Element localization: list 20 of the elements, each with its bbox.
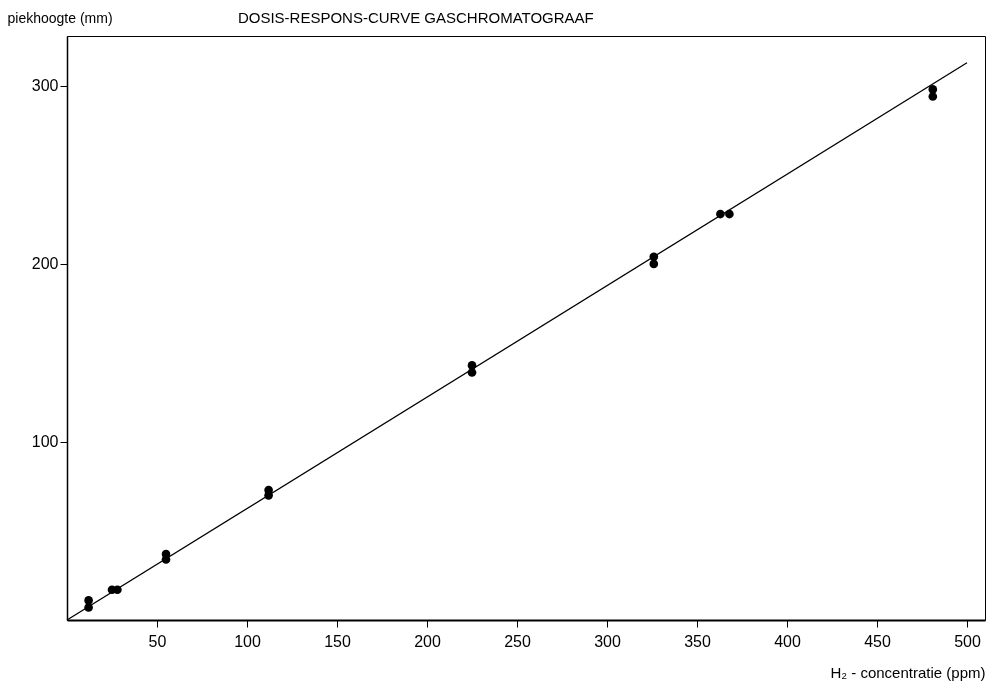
point	[84, 596, 93, 605]
point	[649, 259, 659, 269]
y-tick-label: 200	[31, 255, 59, 273]
y-axis-title: piekhoogte (mm)	[7, 9, 113, 26]
y-tick-label: 100	[31, 433, 59, 451]
chart-title: DOSIS-RESPONS-CURVE GASCHROMATOGRAAF	[237, 9, 594, 26]
x-tick-label: 250	[504, 632, 531, 650]
x-tick-label: 300	[594, 632, 621, 650]
x-tick-label: 400	[774, 632, 801, 650]
x-tick-label: 200	[414, 632, 441, 650]
x-tick-label: 350	[684, 632, 711, 650]
x-tick-label: 150	[324, 632, 351, 650]
x-tick-label: 100	[234, 632, 261, 650]
y-tick-label: 300	[31, 77, 59, 95]
x-axis-title: H₂ - concentratie (ppm)	[830, 663, 986, 681]
x-tick-label: 50	[148, 632, 167, 650]
x-tick-label: 500	[954, 632, 981, 650]
point	[928, 92, 938, 101]
point	[928, 85, 938, 94]
x-tick-label: 450	[864, 632, 891, 650]
